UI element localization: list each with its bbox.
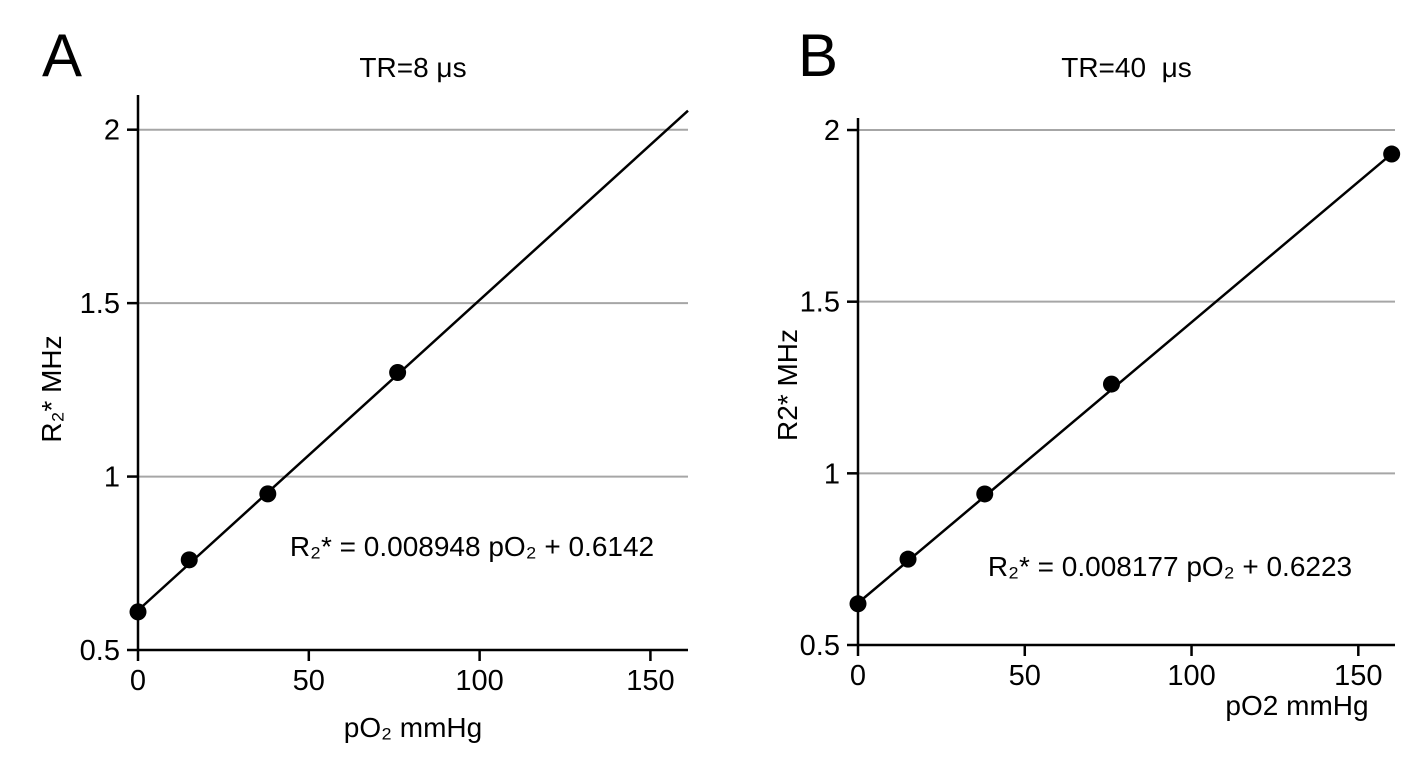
fit-equation-b: R₂* = 0.008177 pO₂ + 0.6223 <box>987 551 1353 582</box>
panel-a: 0.5 1 1.5 2 0 50 100 150 A TR=8 μs R₂* MHz R₂* … <box>36 22 689 743</box>
x-tick-label: 50 <box>1009 660 1041 692</box>
data-point <box>1383 145 1401 163</box>
data-point <box>129 603 147 621</box>
x-tick-label: 0 <box>130 665 146 697</box>
x-tick-label: 0 <box>850 660 866 692</box>
y-axis-label-a: R₂* MHz <box>36 335 67 443</box>
y-axis-label-b: R2* MHz <box>772 329 803 442</box>
data-point <box>180 551 198 569</box>
fit-line <box>137 109 689 612</box>
panel-label-a: A <box>42 22 83 89</box>
x-axis-label-b: pO2 mmHg <box>1225 690 1369 721</box>
panel-b: 0.5 1 1.5 2 0 50 100 150 B TR=40 μs R2* MHz R₂*… <box>710 0 1420 782</box>
y-tick-label: 2 <box>104 115 120 147</box>
x-tick-label: 100 <box>1167 660 1215 692</box>
x-tick-label: 50 <box>293 665 325 697</box>
panel-label-b: B <box>798 22 839 89</box>
data-point <box>1102 375 1120 393</box>
chart-b: 0.5 1 1.5 2 0 50 100 150 <box>800 115 1401 692</box>
x-axis-label-a: pO₂ mmHg <box>343 712 483 743</box>
fit-equation-a: R₂* = 0.008948 pO₂ + 0.6142 <box>289 531 655 562</box>
data-point <box>899 550 917 568</box>
x-tick-label: 150 <box>626 665 674 697</box>
data-point <box>849 595 867 613</box>
chart-a: 0.5 1 1.5 2 0 50 100 150 <box>80 95 689 697</box>
y-tick-label: 1 <box>824 458 840 490</box>
y-tick-label: 1 <box>104 462 120 494</box>
y-tick-label: 2 <box>824 115 840 147</box>
y-tick-label: 1.5 <box>800 287 840 319</box>
chart-title-b: TR=40 μs <box>1061 52 1192 83</box>
y-tick-label: 0.5 <box>800 630 840 662</box>
x-tick-label: 150 <box>1334 660 1382 692</box>
y-tick-label: 1.5 <box>80 288 120 320</box>
data-point <box>259 485 277 503</box>
y-tick-label: 0.5 <box>80 635 120 667</box>
chart-title-a: TR=8 μs <box>359 52 467 83</box>
data-point <box>389 364 407 381</box>
fit-line <box>857 152 1393 604</box>
data-point <box>976 485 994 503</box>
x-tick-label: 100 <box>455 665 503 697</box>
